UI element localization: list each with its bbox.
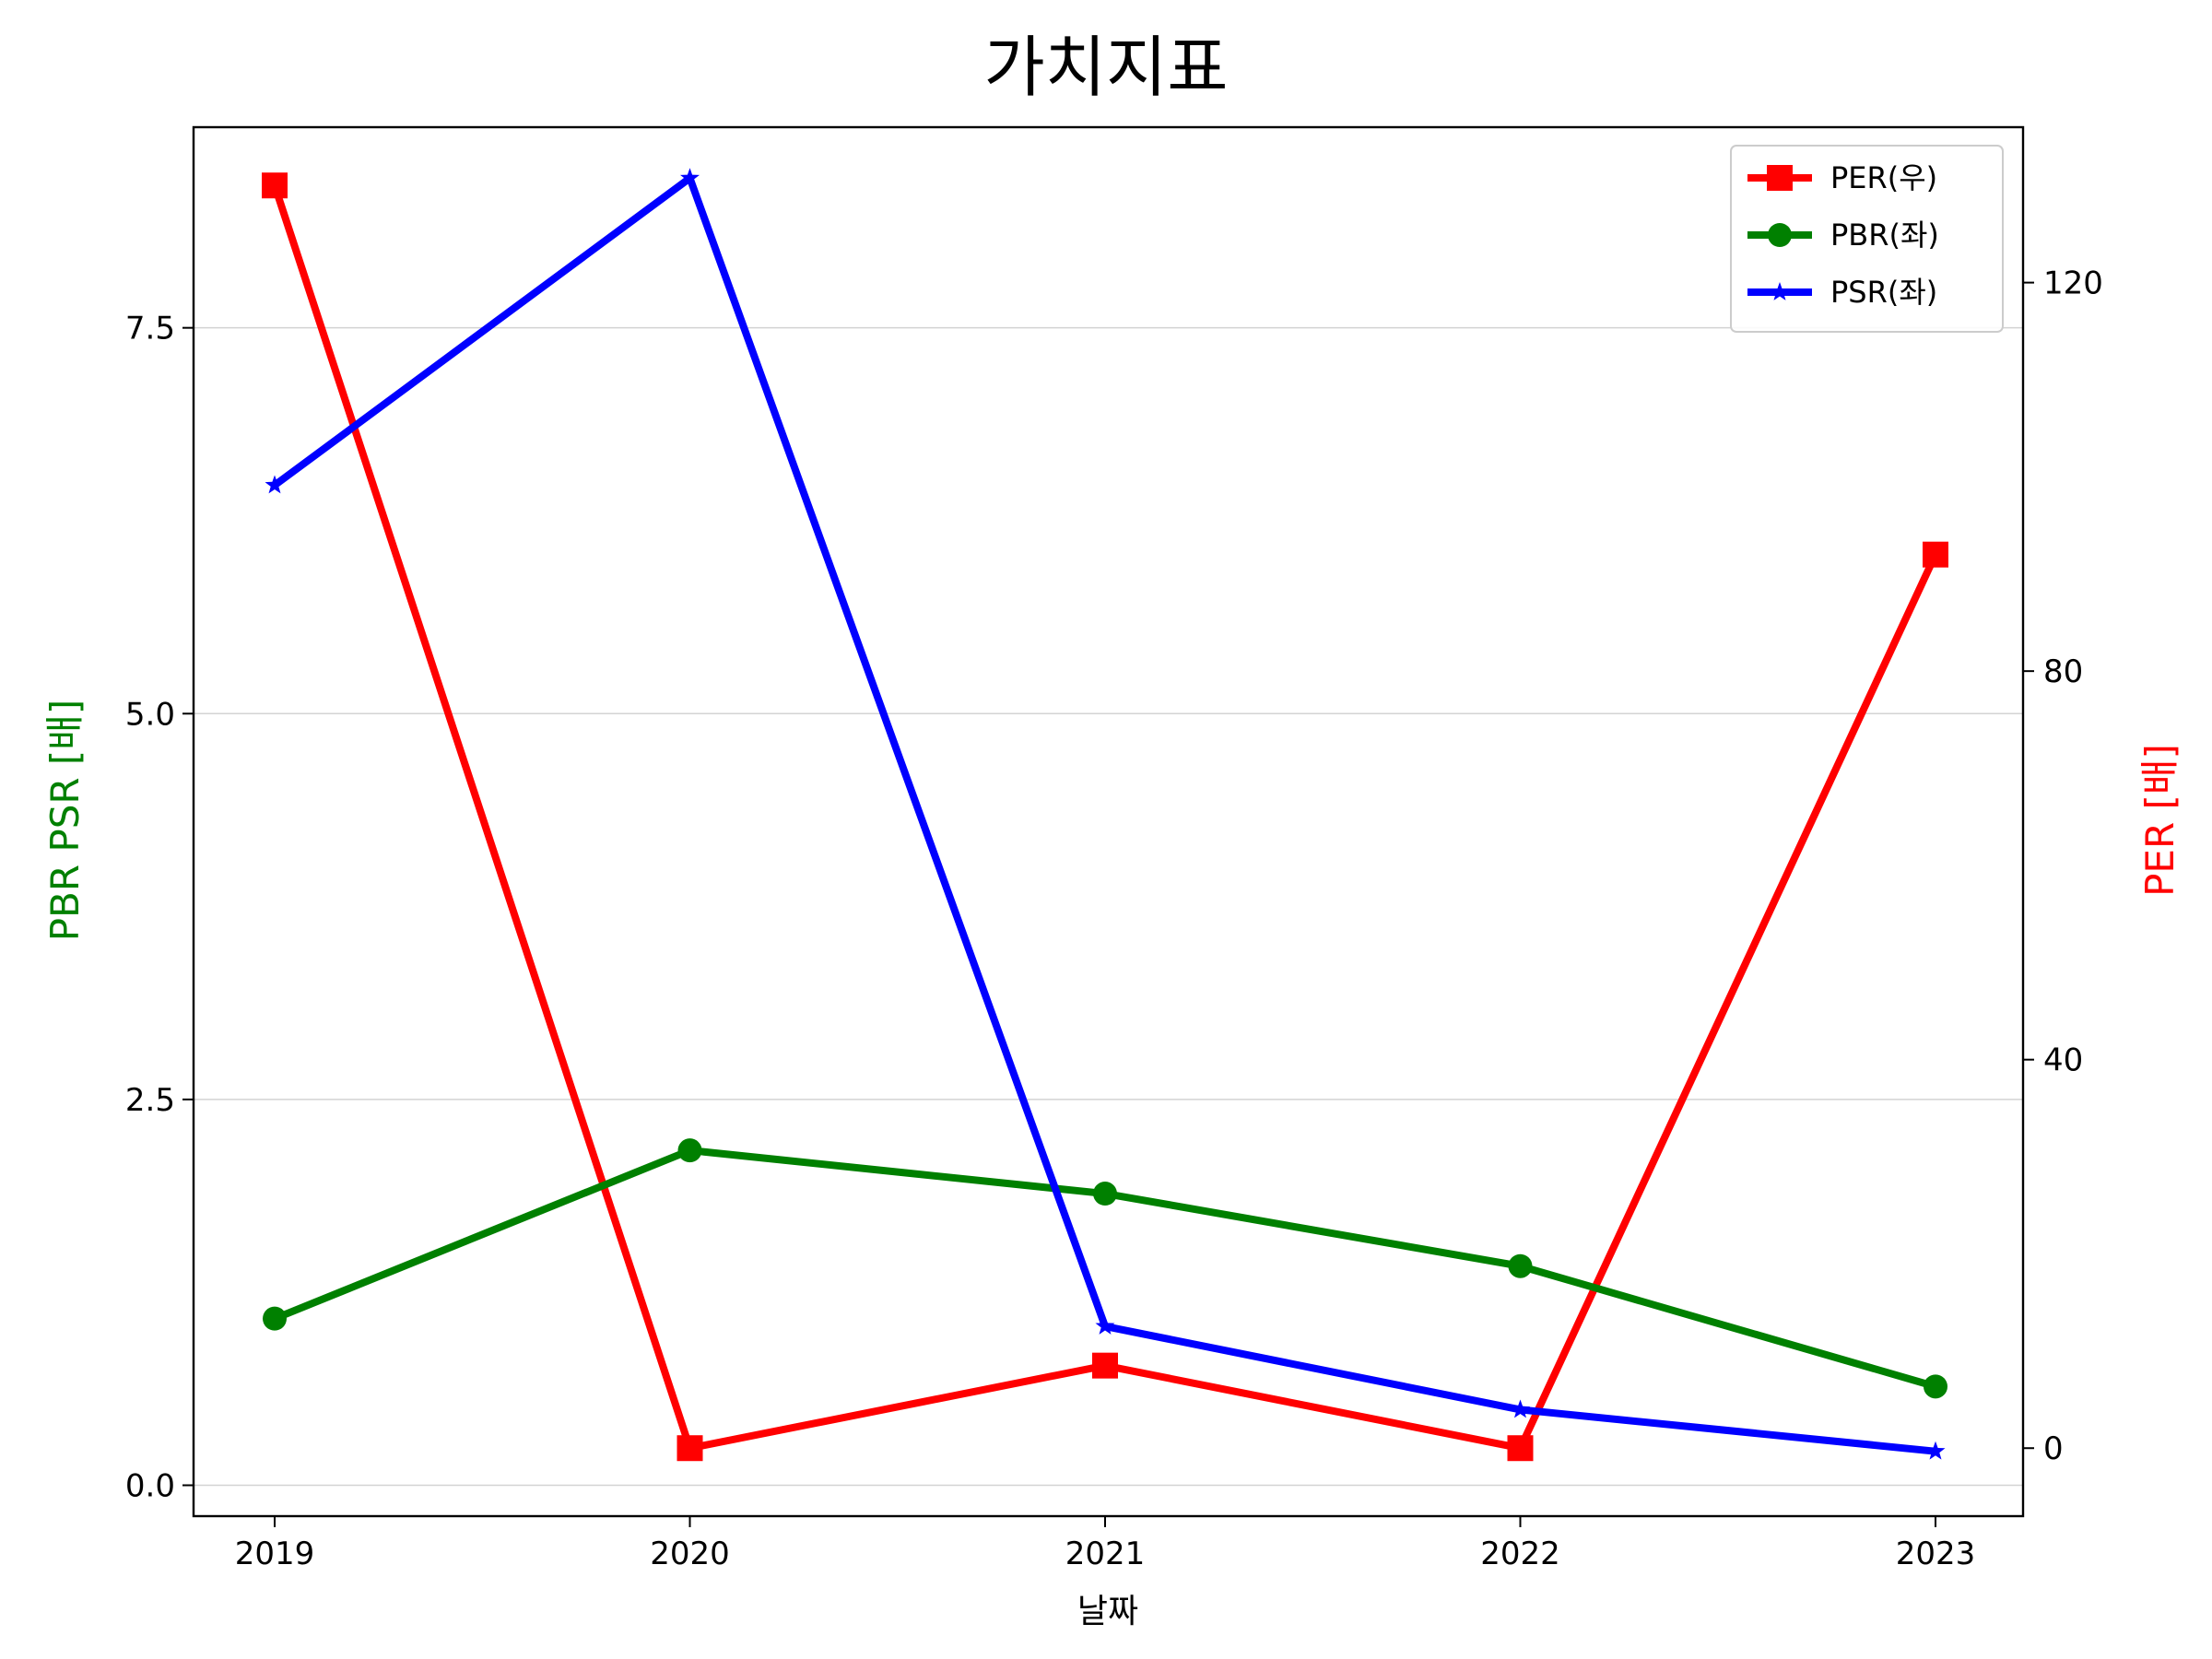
series-line bbox=[272, 174, 1936, 1455]
gridlines bbox=[194, 326, 2023, 1487]
x-axis: 2019 2020 2021 2022 2023 bbox=[235, 1516, 1976, 1572]
y-right-tick-label: 120 bbox=[2043, 265, 2103, 302]
y-left-tick-label: 0.0 bbox=[125, 1468, 175, 1505]
chart-title: 가치지표 bbox=[984, 29, 1229, 106]
x-axis-label: 날짜 bbox=[1077, 1593, 1138, 1630]
legend: PER(우) PBR(좌) PSR(좌) bbox=[1730, 145, 2004, 333]
data-point bbox=[1511, 1399, 1530, 1418]
data-point bbox=[1924, 1374, 1947, 1399]
y-axis-right-label: PER [배] bbox=[2137, 744, 2183, 897]
x-tick-label: 2019 bbox=[235, 1535, 315, 1572]
data-point bbox=[1093, 1182, 1117, 1206]
data-point bbox=[263, 1306, 287, 1331]
legend-entry: PER(우) bbox=[1830, 160, 1937, 195]
plot-area-frame bbox=[192, 125, 2025, 1518]
series-line bbox=[271, 183, 1939, 1453]
data-point bbox=[1508, 1253, 1533, 1278]
y-left-tick-label: 5.0 bbox=[125, 696, 175, 733]
legend-marker bbox=[1770, 282, 1790, 300]
data-point bbox=[677, 1138, 702, 1163]
data-point bbox=[677, 1435, 703, 1462]
series-layer bbox=[262, 168, 1948, 1462]
x-tick-label: 2022 bbox=[1480, 1535, 1560, 1572]
y-right-tick-label: 40 bbox=[2043, 1042, 2083, 1079]
y-right-tick-label: 80 bbox=[2043, 653, 2083, 690]
data-point bbox=[1092, 1352, 1118, 1379]
y-left-tick-label: 2.5 bbox=[125, 1082, 175, 1119]
data-point bbox=[1507, 1435, 1534, 1462]
x-tick-label: 2023 bbox=[1896, 1535, 1976, 1572]
data-point bbox=[1925, 1441, 1946, 1460]
y-axis-left: 0.0 2.5 5.0 7.5 bbox=[125, 311, 194, 1505]
y-axis-right: 0 40 80 120 bbox=[2023, 265, 2103, 1467]
data-point bbox=[680, 168, 700, 187]
y-right-tick-label: 0 bbox=[2043, 1430, 2064, 1467]
data-point bbox=[265, 475, 285, 494]
legend-entry: PBR(좌) bbox=[1830, 218, 1939, 253]
y-left-tick-label: 7.5 bbox=[125, 311, 175, 347]
legend-entry: PSR(좌) bbox=[1830, 275, 1937, 310]
x-tick-label: 2021 bbox=[1065, 1535, 1146, 1572]
y-axis-left-label: PBR PSR [배] bbox=[42, 700, 88, 942]
legend-box bbox=[1730, 145, 2004, 333]
data-point bbox=[1095, 1316, 1115, 1335]
data-point bbox=[1923, 541, 1948, 568]
x-tick-label: 2020 bbox=[650, 1535, 730, 1572]
legend-marker bbox=[1767, 165, 1793, 191]
data-point bbox=[262, 172, 288, 199]
legend-marker bbox=[1768, 223, 1792, 247]
